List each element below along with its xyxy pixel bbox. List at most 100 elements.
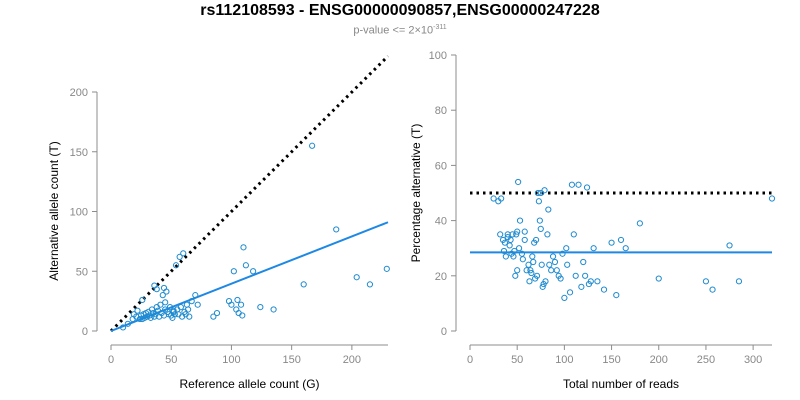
right-data-point xyxy=(709,286,716,293)
right-y-tick-label: 20 xyxy=(435,271,447,283)
right-data-point xyxy=(561,294,568,301)
right-data-point xyxy=(509,231,516,238)
right-data-point xyxy=(559,250,566,257)
right-data-point xyxy=(490,195,497,202)
right-data-point xyxy=(535,198,542,205)
left-data-point xyxy=(177,304,184,311)
right-data-point xyxy=(590,245,597,252)
right-data-point xyxy=(530,258,537,266)
left-x-tick-label: 200 xyxy=(343,354,361,366)
left-data-point xyxy=(353,274,360,281)
right-data-point xyxy=(575,181,582,188)
left-data-point xyxy=(194,301,201,308)
right-x-tick-label: 250 xyxy=(697,354,715,366)
right-data-point xyxy=(726,242,733,249)
left-data-point xyxy=(228,301,235,308)
left-data-point xyxy=(176,253,183,261)
right-data-point xyxy=(498,195,505,202)
right-data-point xyxy=(497,231,504,238)
right-data-point xyxy=(636,220,643,227)
left-data-point xyxy=(333,226,340,233)
left-data-point xyxy=(151,282,158,289)
right-y-tick-label: 0 xyxy=(441,326,447,338)
left-y-tick-label: 50 xyxy=(76,266,88,278)
right-data-point xyxy=(536,217,543,224)
left-data-point xyxy=(213,309,221,317)
left-data-point xyxy=(230,268,237,275)
right-data-point xyxy=(515,178,522,186)
right-data-point xyxy=(537,225,544,232)
right-data-point xyxy=(572,272,579,279)
left-data-point xyxy=(147,314,154,321)
left-data-point xyxy=(172,262,180,269)
left-scatter-panel: 0 50 100 150 200 0 50 100 150 200 Reference allele… xyxy=(47,55,390,391)
right-data-point xyxy=(582,272,589,279)
right-data-point xyxy=(501,239,509,246)
left-data-point xyxy=(239,312,246,319)
left-data-point xyxy=(170,307,177,314)
right-data-point xyxy=(516,217,524,224)
left-y-tick-label: 100 xyxy=(70,207,88,219)
right-data-point xyxy=(521,236,528,244)
left-data-point xyxy=(166,304,174,311)
left-data-point xyxy=(139,296,146,304)
right-data-point xyxy=(500,247,508,255)
right-data-point xyxy=(511,247,518,255)
right-data-point xyxy=(613,292,620,299)
right-data-point xyxy=(702,278,710,285)
right-y-tick-label: 80 xyxy=(435,105,447,117)
right-data-point xyxy=(526,278,533,285)
left-x-tick-label: 0 xyxy=(108,354,114,366)
right-data-point xyxy=(532,236,540,244)
right-y-tick-label: 60 xyxy=(435,160,447,172)
left-data-point xyxy=(124,320,131,327)
left-x-tick-label: 100 xyxy=(222,354,240,366)
left-data-point xyxy=(184,306,192,313)
left-data-point xyxy=(366,281,374,288)
right-data-point xyxy=(551,258,559,266)
right-data-point xyxy=(513,231,520,238)
right-data-point xyxy=(553,267,560,274)
right-data-point xyxy=(768,195,776,202)
p-value-text: p-value <= 2×10 xyxy=(353,24,434,37)
right-data-point xyxy=(514,267,521,274)
right-data-point xyxy=(557,275,564,282)
left-data-point xyxy=(188,298,195,305)
right-data-point xyxy=(563,245,570,252)
right-data-point xyxy=(528,269,535,277)
right-data-point xyxy=(622,245,629,252)
left-y-tick-label: 150 xyxy=(70,147,88,159)
left-x-tick-label: 50 xyxy=(165,354,177,366)
chart-subtitle: p-value <= 2×10-311 xyxy=(0,24,800,37)
left-data-point xyxy=(270,306,277,313)
right-data-point xyxy=(538,261,545,268)
right-data-point xyxy=(568,181,576,188)
right-data-point xyxy=(545,206,552,213)
right-data-point xyxy=(587,278,594,285)
left-y-tick-label: 200 xyxy=(70,87,88,99)
right-data-point xyxy=(655,275,662,282)
left-data-point xyxy=(192,292,199,299)
right-data-point xyxy=(564,261,571,268)
right-data-point xyxy=(600,286,608,293)
right-data-point xyxy=(533,272,541,279)
right-data-point xyxy=(583,184,591,191)
left-y-tick-label: 0 xyxy=(82,326,88,338)
left-data-point xyxy=(210,313,217,320)
left-x-axis-label: Reference allele count (G) xyxy=(179,377,319,391)
left-data-point xyxy=(159,292,166,299)
left-data-point xyxy=(160,284,168,292)
right-data-point xyxy=(502,253,509,260)
chart-title: rs112108593 - ENSG00000090857,ENSG000002… xyxy=(200,2,600,19)
right-data-point xyxy=(566,289,574,296)
right-data-point xyxy=(506,242,513,249)
left-data-point xyxy=(157,301,164,308)
right-x-tick-label: 0 xyxy=(467,354,473,366)
right-x-axis-label: Total number of reads xyxy=(563,377,679,391)
right-x-tick-label: 150 xyxy=(602,354,620,366)
left-data-point xyxy=(148,306,156,313)
left-data-point xyxy=(234,296,241,304)
left-x-tick-label: 150 xyxy=(282,354,300,366)
left-data-point xyxy=(383,265,390,272)
